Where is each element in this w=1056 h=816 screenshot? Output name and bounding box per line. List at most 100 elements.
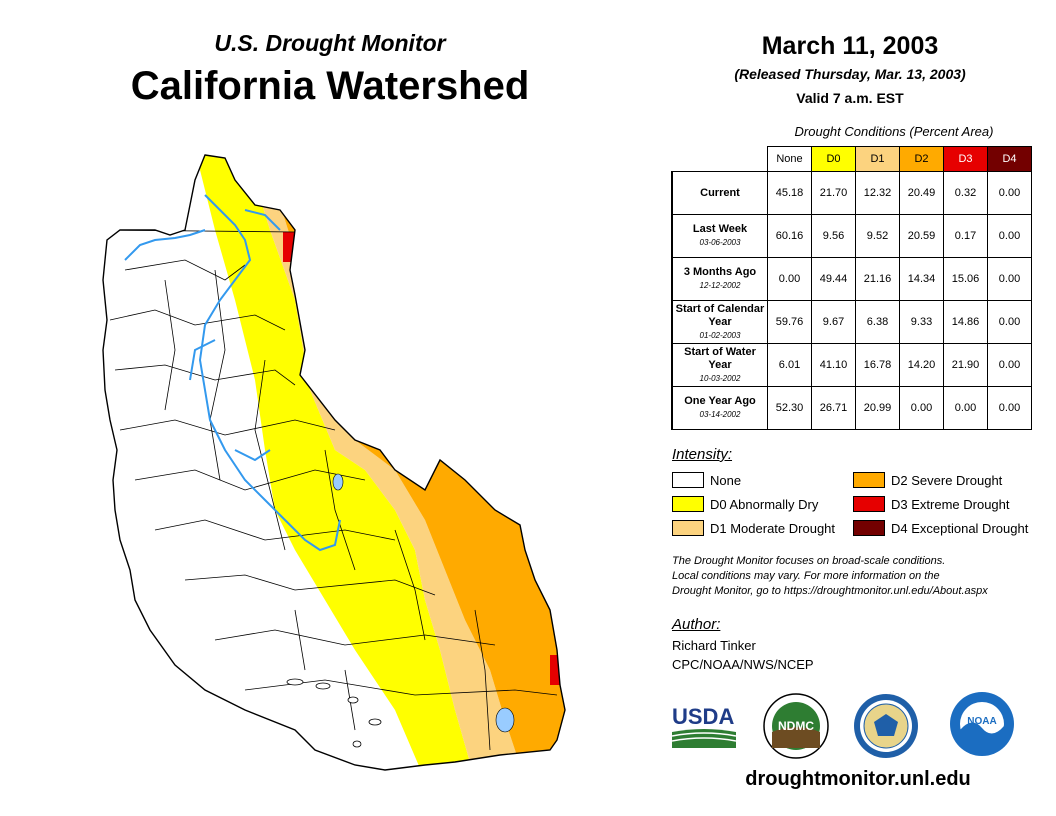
row-date: 01-02-2003 <box>699 330 741 340</box>
table-cell: 26.71 <box>811 386 856 430</box>
legend-swatch <box>853 496 885 512</box>
legend-swatch <box>853 520 885 536</box>
legend-label: D0 Abnormally Dry <box>710 496 819 512</box>
table-cell: 9.67 <box>811 300 856 344</box>
legend-label: None <box>710 472 742 488</box>
table-cell: 16.78 <box>855 343 900 387</box>
column-d3: D3 <box>943 146 988 172</box>
legend-swatch <box>672 496 704 512</box>
row-date: 03-14-2002 <box>699 410 741 419</box>
legend-swatch <box>853 472 885 488</box>
row-date: 12-12-2002 <box>699 281 741 290</box>
table-header-row: None D0 D1 D2 D3 D4 <box>672 146 1032 172</box>
table-cell: 0.00 <box>987 300 1032 344</box>
table-cell: 20.49 <box>899 171 944 215</box>
legend-swatch <box>672 472 704 488</box>
channel-islands <box>286 678 382 748</box>
valid-time: Valid 7 a.m. EST <box>796 90 904 106</box>
legend-label: D3 Extreme Drought <box>891 496 1010 512</box>
legend-item-d4: D4 Exceptional Drought <box>853 518 1028 538</box>
legend-swatch <box>672 520 704 536</box>
table-row: Current 45.18 21.70 12.32 20.49 0.32 0.0… <box>671 171 1032 215</box>
row-label-text: 3 Months Ago <box>683 266 757 278</box>
note-line: The Drought Monitor focuses on broad-sca… <box>672 555 946 567</box>
table-row: 3 Months Ago 12-12-2002 0.00 49.44 21.16 … <box>671 257 1032 301</box>
table-cell: 14.34 <box>899 257 944 301</box>
row-label: Last Week 03-06-2003 <box>671 214 768 258</box>
table-row: One Year Ago 03-14-2002 52.30 26.71 20.99… <box>671 386 1032 430</box>
table-cell: 45.18 <box>767 171 812 215</box>
map-title: California Watershed <box>130 64 530 108</box>
column-d1: D1 <box>855 146 900 172</box>
d0-region <box>195 155 475 770</box>
row-label-text: Last Week <box>692 223 748 235</box>
table-cell: 15.06 <box>943 257 988 301</box>
d3-region-north <box>283 232 297 262</box>
legend-label: D2 Severe Drought <box>891 472 1003 488</box>
table-cell: 9.33 <box>899 300 944 344</box>
lake <box>332 473 344 491</box>
table-cell: 9.52 <box>855 214 900 258</box>
legend-item-d2: D2 Severe Drought <box>853 470 1002 490</box>
ndmc-logo-text: NDMC <box>778 719 814 733</box>
table-cell: 52.30 <box>767 386 812 430</box>
table-row: Start of Water Year 10-03-2002 6.01 41.10… <box>671 343 1032 387</box>
table-caption: Drought Conditions (Percent Area) <box>794 124 994 139</box>
drought-stats-table: None D0 D1 D2 D3 D4 Current 45.18 21.70 … <box>671 146 1032 430</box>
noaa-logo-text: NOAA <box>967 716 996 727</box>
note-line: Drought Monitor, go to https://droughtmo… <box>672 585 988 597</box>
salton-sea <box>495 707 515 733</box>
table-cell: 0.00 <box>987 386 1032 430</box>
row-label-text: Start of Water Year <box>684 345 756 371</box>
table-cell: 12.32 <box>855 171 900 215</box>
column-d0: D0 <box>811 146 856 172</box>
row-label-text: One Year Ago <box>684 395 756 407</box>
table-cell: 14.20 <box>899 343 944 387</box>
legend-item-none: None <box>672 470 741 490</box>
table-cell: 21.16 <box>855 257 900 301</box>
table-cell: 20.59 <box>899 214 944 258</box>
row-date: 03-06-2003 <box>699 238 741 247</box>
row-label: 3 Months Ago 12-12-2002 <box>671 257 768 301</box>
row-label: Start of Water Year 10-03-2002 <box>671 343 768 387</box>
row-label-text: Current <box>700 186 740 199</box>
table-cell: 41.10 <box>811 343 856 387</box>
map-subtitle: U.S. Drought Monitor <box>214 30 446 56</box>
table-cell: 60.16 <box>767 214 812 258</box>
table-cell: 0.00 <box>943 386 988 430</box>
website-url[interactable]: droughtmonitor.unl.edu <box>745 768 971 790</box>
table-cell: 6.01 <box>767 343 812 387</box>
row-date: 10-03-2002 <box>699 373 741 383</box>
table-cell: 9.56 <box>811 214 856 258</box>
legend-item-d0: D0 Abnormally Dry <box>672 494 818 514</box>
commerce-seal-icon <box>854 694 918 758</box>
row-label: One Year Ago 03-14-2002 <box>671 386 768 430</box>
row-label-text: Start of Calendar Year <box>675 302 765 328</box>
table-cell: 6.38 <box>855 300 900 344</box>
table-cell: 59.76 <box>767 300 812 344</box>
table-cell: 21.90 <box>943 343 988 387</box>
legend-label: D1 Moderate Drought <box>710 520 836 536</box>
map-date: March 11, 2003 <box>761 32 939 60</box>
table-cell: 21.70 <box>811 171 856 215</box>
row-label: Start of Calendar Year 01-02-2003 <box>671 300 768 344</box>
usda-logo: USDA <box>672 704 736 748</box>
column-none: None <box>767 146 812 172</box>
table-cell: 0.00 <box>899 386 944 430</box>
table-cell: 49.44 <box>811 257 856 301</box>
table-cell: 20.99 <box>855 386 900 430</box>
table-cell: 0.00 <box>987 343 1032 387</box>
note-line: Local conditions may vary. For more info… <box>672 570 940 582</box>
drought-map <box>102 154 566 771</box>
column-d2: D2 <box>899 146 944 172</box>
table-corner <box>672 146 768 172</box>
disclaimer-note: The Drought Monitor focuses on broad-sca… <box>672 554 1052 599</box>
legend-label: D4 Exceptional Drought <box>891 520 1029 536</box>
release-date: (Released Thursday, Mar. 13, 2003) <box>734 66 966 82</box>
legend-item-d3: D3 Extreme Drought <box>853 494 1010 514</box>
legend-title: Intensity: <box>672 446 733 463</box>
author-org: CPC/NOAA/NWS/NCEP <box>672 657 814 672</box>
state-outline <box>102 154 566 771</box>
table-cell: 0.00 <box>987 171 1032 215</box>
author-name: Richard Tinker <box>672 638 756 653</box>
